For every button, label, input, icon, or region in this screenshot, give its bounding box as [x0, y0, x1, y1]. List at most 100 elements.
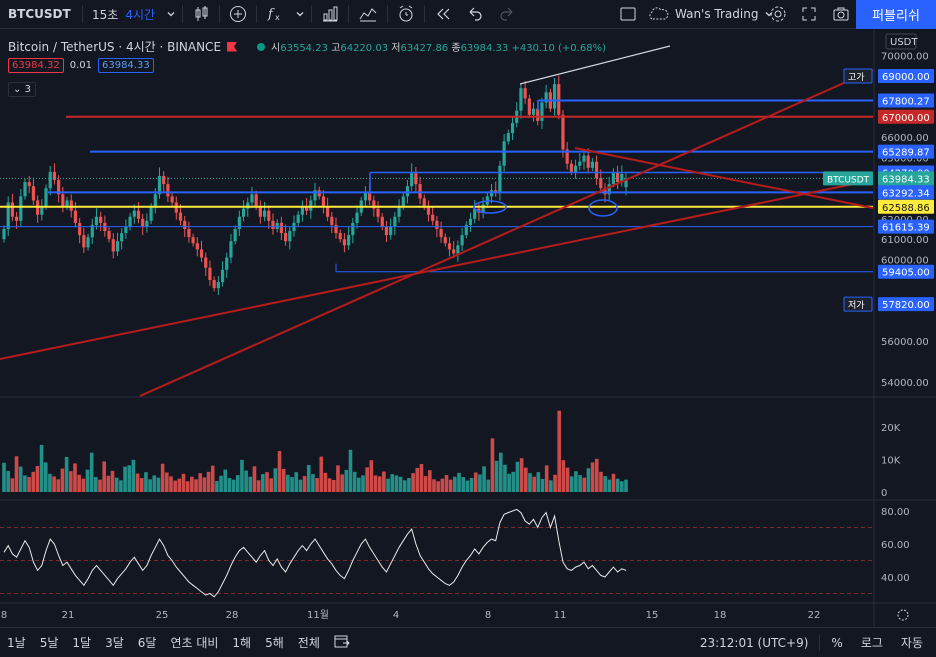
volume-bar — [319, 456, 324, 492]
volume-bar — [582, 477, 587, 492]
range-button[interactable]: 6달 — [137, 636, 157, 650]
percent-toggle[interactable]: % — [831, 635, 843, 650]
financials-icon[interactable] — [314, 0, 346, 29]
candle-body — [153, 194, 157, 207]
clock-timezone[interactable]: 23:12:01 (UTC+9) — [699, 635, 809, 650]
alert-icon[interactable] — [390, 0, 422, 29]
log-toggle[interactable]: 로그 — [860, 636, 883, 650]
candle-body — [536, 108, 540, 121]
chart-legend: Bitcoin / TetherUS · 4시간 · BINANCE 시6355… — [8, 38, 606, 55]
trendline-down[interactable] — [574, 147, 874, 209]
axis-settings-gear-icon[interactable] — [897, 609, 909, 621]
goto-date-icon[interactable] — [327, 634, 357, 651]
volume-bar — [173, 480, 177, 492]
candle-body — [326, 206, 330, 217]
symbol-search[interactable]: BTCUSDT — [8, 7, 71, 21]
candle-body — [384, 226, 389, 236]
volume-bar — [394, 475, 399, 492]
legend-change: +430.10 (+0.68%) — [511, 43, 606, 54]
candle-body — [141, 218, 145, 227]
highlight-ellipse[interactable] — [588, 199, 618, 217]
trendline-white[interactable] — [519, 45, 671, 85]
volume-bar — [177, 478, 182, 492]
publish-button[interactable]: 퍼블리쉬 — [856, 0, 936, 29]
candle-body — [321, 196, 326, 207]
settings-gear-icon[interactable] — [762, 0, 794, 29]
volume-bar — [169, 476, 173, 492]
price-badge-label: 65289.87 — [882, 148, 930, 159]
candle-body — [57, 180, 61, 195]
candle-body — [229, 241, 233, 258]
layout-icon[interactable] — [612, 0, 644, 29]
currency-button[interactable] — [885, 33, 917, 50]
candle-body — [607, 184, 611, 195]
volume-tick-label: 10K — [881, 456, 901, 467]
redo-icon[interactable] — [491, 0, 523, 29]
highlight-ellipse[interactable] — [473, 200, 507, 214]
volume-bar — [402, 480, 407, 492]
candle-body — [422, 198, 426, 207]
candle-body — [296, 214, 300, 223]
range-button[interactable]: 1달 — [72, 636, 92, 650]
templates-icon[interactable] — [351, 0, 385, 29]
trendline-steep[interactable] — [139, 69, 874, 397]
sell-button[interactable]: 63984.32 — [8, 58, 64, 73]
volume-bar — [223, 469, 228, 492]
flag-icon[interactable] — [227, 41, 238, 52]
candle-style-icon[interactable] — [185, 0, 217, 29]
buy-button[interactable]: 63984.33 — [97, 58, 154, 73]
indicators-collapse-button[interactable]: ⌄ 3 — [8, 82, 36, 97]
fullscreen-icon[interactable] — [793, 0, 825, 29]
candle-body — [254, 194, 258, 207]
volume-bar — [277, 451, 282, 492]
candle-body — [435, 220, 439, 229]
volume-bar — [373, 475, 378, 492]
bottom-divider — [819, 634, 821, 651]
volume-bar — [81, 478, 86, 492]
snapshot-camera-icon[interactable] — [825, 0, 857, 29]
interval-15s-button[interactable]: 15초 — [92, 7, 119, 22]
range-button[interactable]: 1날 — [7, 636, 26, 650]
volume-bar — [48, 473, 52, 492]
volume-bar — [185, 481, 190, 492]
replay-icon[interactable] — [427, 0, 459, 29]
account-layout-menu[interactable]: Wan's Trading — [640, 0, 781, 29]
candle-body — [498, 165, 502, 193]
chart-canvas[interactable]: 70000.0068000.0067000.0066000.0065000.00… — [0, 30, 936, 626]
volume-bar — [352, 471, 357, 492]
chart-area[interactable]: 70000.0068000.0067000.0066000.0065000.00… — [0, 30, 936, 626]
candle-body — [15, 216, 19, 221]
volume-bar — [106, 475, 111, 492]
price-badge-label: 57820.00 — [882, 300, 930, 311]
candle-body — [590, 161, 594, 168]
volume-bar — [398, 476, 403, 492]
trendline-long[interactable] — [0, 179, 874, 360]
interval-4h-button[interactable]: 4시간 — [125, 7, 156, 22]
indicators-dropdown-icon[interactable] — [291, 0, 309, 29]
candle-body — [111, 239, 115, 252]
auto-toggle[interactable]: 자동 — [900, 636, 923, 650]
compare-add-icon[interactable] — [222, 0, 254, 29]
volume-bar — [382, 471, 386, 492]
range-button[interactable]: 5날 — [39, 636, 59, 650]
interval-dropdown-icon[interactable] — [162, 0, 180, 29]
range-button[interactable]: 전체 — [297, 636, 320, 650]
volume-bar — [290, 477, 294, 492]
volume-bar — [590, 462, 595, 492]
undo-icon[interactable] — [459, 0, 491, 29]
candle-body — [481, 204, 485, 213]
candle-body — [120, 233, 124, 242]
price-badge-tag-label: 저가 — [848, 300, 865, 311]
range-button[interactable]: 3달 — [105, 636, 124, 650]
candle-body — [82, 235, 86, 248]
candle-body — [128, 216, 132, 227]
volume-bar — [219, 475, 223, 492]
volume-bar — [436, 481, 440, 492]
volume-bar — [114, 477, 119, 492]
candle-body — [61, 194, 65, 207]
range-button[interactable]: 5해 — [265, 636, 284, 650]
price-badge-label: 63984.33 — [882, 174, 930, 185]
range-button[interactable]: 연초 대비 — [170, 636, 219, 650]
range-button[interactable]: 1해 — [232, 636, 252, 650]
